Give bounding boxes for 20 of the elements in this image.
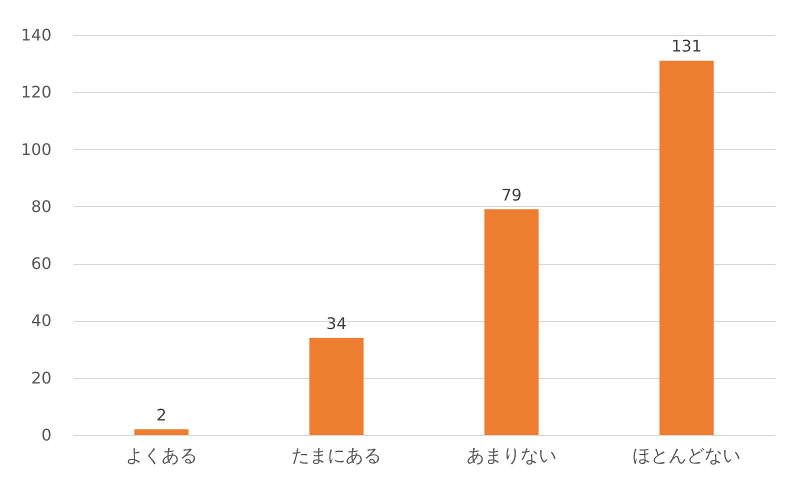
y-tick-label: 120 [20, 82, 52, 102]
y-tick-label: 60 [31, 254, 52, 274]
y-tick-label: 40 [31, 311, 52, 330]
x-tick-label: ほとんどない [632, 446, 741, 466]
y-tick-label: 20 [31, 368, 52, 388]
data-label: 131 [671, 36, 702, 56]
y-tick-label: 140 [20, 26, 52, 44]
y-tick-label: 80 [31, 196, 52, 216]
x-tick-label: あまりない [466, 446, 557, 466]
bar [134, 429, 189, 435]
bar [659, 60, 714, 435]
y-tick-label: 0 [41, 426, 52, 444]
x-tick-label: たまにある [291, 446, 382, 466]
y-tick-label: 100 [20, 140, 52, 159]
data-label: 79 [501, 185, 522, 204]
data-label: 2 [156, 405, 166, 424]
data-label: 34 [326, 314, 347, 333]
bar [484, 209, 539, 435]
x-tick-label: よくある [125, 446, 198, 466]
bar [309, 338, 364, 435]
